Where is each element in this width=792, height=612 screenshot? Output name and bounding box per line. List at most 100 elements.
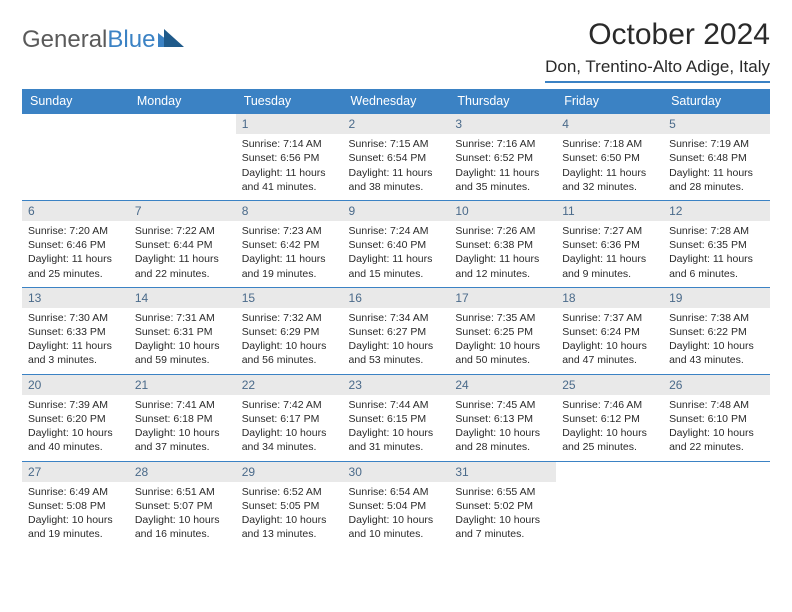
calendar-day-cell: 29 Sunrise: 6:52 AMSunset: 5:05 PMDayligh… — [236, 461, 343, 547]
day-details: Sunrise: 7:16 AMSunset: 6:52 PMDaylight:… — [455, 137, 550, 194]
day-number: 5 — [663, 114, 770, 134]
calendar-head: SundayMondayTuesdayWednesdayThursdayFrid… — [22, 89, 770, 114]
day-details: Sunrise: 7:48 AMSunset: 6:10 PMDaylight:… — [669, 398, 764, 455]
calendar-day-cell — [129, 114, 236, 201]
day-details: Sunrise: 7:15 AMSunset: 6:54 PMDaylight:… — [349, 137, 444, 194]
calendar-week-row: 6 Sunrise: 7:20 AMSunset: 6:46 PMDaylight… — [22, 200, 770, 287]
calendar-day-cell: 2 Sunrise: 7:15 AMSunset: 6:54 PMDaylight… — [343, 114, 450, 201]
calendar-week-row: 20Sunrise: 7:39 AMSunset: 6:20 PMDayligh… — [22, 374, 770, 461]
calendar-week-row: 1 Sunrise: 7:14 AMSunset: 6:56 PMDaylight… — [22, 114, 770, 201]
day-number: 31 — [449, 462, 556, 482]
day-details: Sunrise: 7:37 AMSunset: 6:24 PMDaylight:… — [562, 311, 657, 368]
calendar-day-cell: 17 Sunrise: 7:35 AMSunset: 6:25 PMDayligh… — [449, 287, 556, 374]
weekday-header: Wednesday — [343, 89, 450, 114]
day-number: 17 — [449, 288, 556, 308]
calendar-day-cell — [22, 114, 129, 201]
day-details: Sunrise: 7:27 AMSunset: 6:36 PMDaylight:… — [562, 224, 657, 281]
calendar-day-cell: 7 Sunrise: 7:22 AMSunset: 6:44 PMDaylight… — [129, 200, 236, 287]
month-title: October 2024 — [545, 18, 770, 51]
calendar-day-cell: 31Sunrise: 6:55 AMSunset: 5:02 PMDayligh… — [449, 461, 556, 547]
header: GeneralBlue October 2024 Don, Trentino-A… — [22, 18, 770, 83]
day-number: 13 — [22, 288, 129, 308]
calendar-day-cell: 1 Sunrise: 7:14 AMSunset: 6:56 PMDaylight… — [236, 114, 343, 201]
calendar-day-cell: 8Sunrise: 7:23 AMSunset: 6:42 PMDaylight… — [236, 200, 343, 287]
day-number: 7 — [129, 201, 236, 221]
title-block: October 2024 Don, Trentino-Alto Adige, I… — [545, 18, 770, 83]
day-number: 14 — [129, 288, 236, 308]
calendar-day-cell: 30Sunrise: 6:54 AMSunset: 5:04 PMDayligh… — [343, 461, 450, 547]
calendar-day-cell: 15 Sunrise: 7:32 AMSunset: 6:29 PMDayligh… — [236, 287, 343, 374]
calendar-day-cell — [556, 461, 663, 547]
weekday-header: Saturday — [663, 89, 770, 114]
day-details: Sunrise: 7:38 AMSunset: 6:22 PMDaylight:… — [669, 311, 764, 368]
calendar-day-cell: 22Sunrise: 7:42 AMSunset: 6:17 PMDayligh… — [236, 374, 343, 461]
day-details: Sunrise: 7:46 AMSunset: 6:12 PMDaylight:… — [562, 398, 657, 455]
day-number: 3 — [449, 114, 556, 134]
calendar-day-cell: 11 Sunrise: 7:27 AMSunset: 6:36 PMDayligh… — [556, 200, 663, 287]
day-number: 11 — [556, 201, 663, 221]
day-details: Sunrise: 7:35 AMSunset: 6:25 PMDaylight:… — [455, 311, 550, 368]
day-number: 23 — [343, 375, 450, 395]
day-details: Sunrise: 7:19 AMSunset: 6:48 PMDaylight:… — [669, 137, 764, 194]
day-details: Sunrise: 6:52 AMSunset: 5:05 PMDaylight:… — [242, 485, 337, 542]
day-number: 6 — [22, 201, 129, 221]
calendar-body: 1 Sunrise: 7:14 AMSunset: 6:56 PMDaylight… — [22, 114, 770, 548]
day-number: 16 — [343, 288, 450, 308]
day-number: 26 — [663, 375, 770, 395]
calendar-day-cell: 14 Sunrise: 7:31 AMSunset: 6:31 PMDayligh… — [129, 287, 236, 374]
day-number: 15 — [236, 288, 343, 308]
calendar-day-cell: 4 Sunrise: 7:18 AMSunset: 6:50 PMDaylight… — [556, 114, 663, 201]
day-number: 19 — [663, 288, 770, 308]
weekday-header: Monday — [129, 89, 236, 114]
day-number: 29 — [236, 462, 343, 482]
calendar-day-cell: 16 Sunrise: 7:34 AMSunset: 6:27 PMDayligh… — [343, 287, 450, 374]
calendar-day-cell: 26 Sunrise: 7:48 AMSunset: 6:10 PMDayligh… — [663, 374, 770, 461]
calendar-day-cell: 9Sunrise: 7:24 AMSunset: 6:40 PMDaylight… — [343, 200, 450, 287]
day-details: Sunrise: 7:45 AMSunset: 6:13 PMDaylight:… — [455, 398, 550, 455]
logo-text-1: General — [22, 26, 107, 54]
weekday-header: Sunday — [22, 89, 129, 114]
calendar-day-cell: 18Sunrise: 7:37 AMSunset: 6:24 PMDayligh… — [556, 287, 663, 374]
day-number: 9 — [343, 201, 450, 221]
day-number: 21 — [129, 375, 236, 395]
calendar-day-cell: 13 Sunrise: 7:30 AMSunset: 6:33 PMDayligh… — [22, 287, 129, 374]
calendar-week-row: 27Sunrise: 6:49 AMSunset: 5:08 PMDayligh… — [22, 461, 770, 547]
calendar-week-row: 13 Sunrise: 7:30 AMSunset: 6:33 PMDayligh… — [22, 287, 770, 374]
day-number: 28 — [129, 462, 236, 482]
day-details: Sunrise: 7:26 AMSunset: 6:38 PMDaylight:… — [455, 224, 550, 281]
day-number: 20 — [22, 375, 129, 395]
day-number: 2 — [343, 114, 450, 134]
day-number: 24 — [449, 375, 556, 395]
day-details: Sunrise: 7:30 AMSunset: 6:33 PMDaylight:… — [28, 311, 123, 368]
calendar-day-cell: 21Sunrise: 7:41 AMSunset: 6:18 PMDayligh… — [129, 374, 236, 461]
day-number: 4 — [556, 114, 663, 134]
calendar-day-cell: 10 Sunrise: 7:26 AMSunset: 6:38 PMDayligh… — [449, 200, 556, 287]
logo-icon — [158, 26, 184, 54]
calendar-day-cell: 27Sunrise: 6:49 AMSunset: 5:08 PMDayligh… — [22, 461, 129, 547]
calendar-day-cell: 23Sunrise: 7:44 AMSunset: 6:15 PMDayligh… — [343, 374, 450, 461]
calendar-table: SundayMondayTuesdayWednesdayThursdayFrid… — [22, 89, 770, 547]
day-details: Sunrise: 7:20 AMSunset: 6:46 PMDaylight:… — [28, 224, 123, 281]
day-number: 1 — [236, 114, 343, 134]
day-details: Sunrise: 7:18 AMSunset: 6:50 PMDaylight:… — [562, 137, 657, 194]
day-details: Sunrise: 7:31 AMSunset: 6:31 PMDaylight:… — [135, 311, 230, 368]
day-details: Sunrise: 6:54 AMSunset: 5:04 PMDaylight:… — [349, 485, 444, 542]
day-details: Sunrise: 7:23 AMSunset: 6:42 PMDaylight:… — [242, 224, 337, 281]
calendar-day-cell: 20Sunrise: 7:39 AMSunset: 6:20 PMDayligh… — [22, 374, 129, 461]
weekday-header: Friday — [556, 89, 663, 114]
calendar-day-cell: 24 Sunrise: 7:45 AMSunset: 6:13 PMDayligh… — [449, 374, 556, 461]
calendar-day-cell: 6 Sunrise: 7:20 AMSunset: 6:46 PMDaylight… — [22, 200, 129, 287]
calendar-day-cell: 19 Sunrise: 7:38 AMSunset: 6:22 PMDayligh… — [663, 287, 770, 374]
day-number: 10 — [449, 201, 556, 221]
day-details: Sunrise: 7:34 AMSunset: 6:27 PMDaylight:… — [349, 311, 444, 368]
logo-text-2: Blue — [107, 26, 155, 54]
day-details: Sunrise: 7:14 AMSunset: 6:56 PMDaylight:… — [242, 137, 337, 194]
day-number: 12 — [663, 201, 770, 221]
location: Don, Trentino-Alto Adige, Italy — [545, 57, 770, 83]
day-number: 25 — [556, 375, 663, 395]
day-details: Sunrise: 7:22 AMSunset: 6:44 PMDaylight:… — [135, 224, 230, 281]
day-details: Sunrise: 7:42 AMSunset: 6:17 PMDaylight:… — [242, 398, 337, 455]
day-details: Sunrise: 6:51 AMSunset: 5:07 PMDaylight:… — [135, 485, 230, 542]
day-details: Sunrise: 7:32 AMSunset: 6:29 PMDaylight:… — [242, 311, 337, 368]
day-details: Sunrise: 6:49 AMSunset: 5:08 PMDaylight:… — [28, 485, 123, 542]
